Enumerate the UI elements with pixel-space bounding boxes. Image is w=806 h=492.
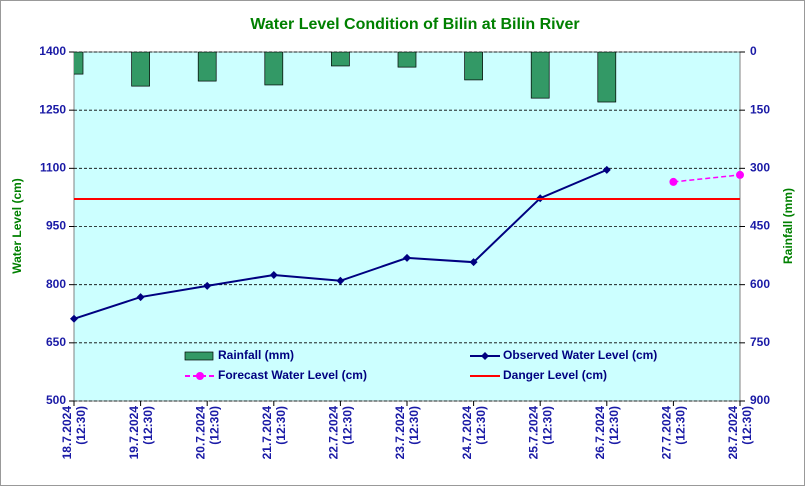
y-tick-label: 500 bbox=[46, 393, 66, 407]
plot-clip bbox=[74, 52, 617, 103]
y2-tick-label: 150 bbox=[750, 102, 770, 116]
y2-axis-label: Rainfall (mm) bbox=[781, 188, 795, 264]
legend-marker bbox=[481, 352, 489, 360]
legend-label: Danger Level (cm) bbox=[503, 368, 607, 382]
forecast-marker bbox=[736, 170, 744, 179]
x-tick-label: (12:30) bbox=[607, 406, 621, 445]
y2-tick-label: 600 bbox=[750, 277, 770, 291]
legend-label: Rainfall (mm) bbox=[218, 348, 294, 362]
y2-tick-label: 300 bbox=[750, 161, 770, 175]
x-tick-label: 25.7.2024 bbox=[526, 406, 540, 460]
rain-bar bbox=[464, 52, 483, 81]
x-tick-label: 21.7.2024 bbox=[260, 406, 274, 460]
x-tick-label: (12:30) bbox=[341, 406, 355, 445]
x-tick-label: 26.7.2024 bbox=[593, 406, 607, 460]
x-tick-label: (12:30) bbox=[141, 406, 155, 445]
x-tick-label: (12:30) bbox=[674, 406, 688, 445]
x-tick-label: (12:30) bbox=[474, 406, 488, 445]
x-tick-label: 27.7.2024 bbox=[660, 406, 674, 460]
observed-marker bbox=[403, 253, 411, 262]
forecast-marker bbox=[669, 177, 678, 186]
rain-bar bbox=[264, 52, 284, 86]
y-tick-label: 650 bbox=[46, 335, 66, 349]
y-tick-label: 1100 bbox=[40, 161, 66, 175]
x-tick-label: (12:30) bbox=[74, 406, 88, 445]
x-tick-label: (12:30) bbox=[274, 406, 288, 445]
rain-bar bbox=[74, 52, 84, 75]
forecast-line bbox=[673, 174, 741, 183]
observed-marker bbox=[203, 281, 212, 290]
legend-marker bbox=[196, 372, 204, 380]
y2-tick-label: 0 bbox=[750, 44, 757, 58]
y-axis-label: Water Level (cm) bbox=[10, 178, 24, 274]
x-tick-label: 18.7.2024 bbox=[60, 406, 74, 460]
observed-marker bbox=[70, 314, 78, 323]
observed-marker bbox=[336, 276, 345, 285]
legend-label: Forecast Water Level (cm) bbox=[218, 368, 367, 382]
y2-tick-label: 900 bbox=[750, 393, 770, 407]
x-tick-label: 23.7.2024 bbox=[393, 406, 407, 460]
y-tick-label: 1400 bbox=[39, 44, 66, 58]
x-tick-label: 20.7.2024 bbox=[193, 406, 207, 460]
observed-marker bbox=[269, 270, 278, 279]
legend-label: Observed Water Level (cm) bbox=[503, 348, 657, 362]
x-tick-label: 19.7.2024 bbox=[127, 406, 141, 460]
observed-marker bbox=[602, 165, 611, 174]
y2-tick-label: 750 bbox=[750, 335, 770, 349]
observed-marker bbox=[469, 258, 478, 267]
rain-bar bbox=[597, 52, 617, 103]
y-tick-label: 800 bbox=[46, 277, 66, 291]
x-tick-label: 22.7.2024 bbox=[327, 406, 341, 460]
rain-bar bbox=[131, 52, 150, 87]
x-tick-label: 24.7.2024 bbox=[460, 406, 474, 460]
observed-marker bbox=[136, 293, 145, 302]
rain-bar bbox=[397, 52, 417, 68]
legend-swatch bbox=[184, 351, 214, 361]
x-tick-label: 28.7.2024 bbox=[726, 406, 740, 460]
x-tick-label: (12:30) bbox=[540, 406, 554, 445]
y-tick-label: 1250 bbox=[39, 102, 66, 116]
rain-bar bbox=[197, 52, 217, 82]
rain-bar bbox=[331, 52, 350, 67]
chart-title: Water Level Condition of Bilin at Bilin … bbox=[250, 16, 579, 33]
y-tick-label: 950 bbox=[46, 219, 66, 233]
y2-tick-label: 450 bbox=[750, 219, 770, 233]
x-tick-label: (12:30) bbox=[740, 406, 754, 445]
x-tick-label: (12:30) bbox=[407, 406, 421, 445]
rain-bar bbox=[530, 52, 550, 99]
x-tick-label: (12:30) bbox=[207, 406, 221, 445]
